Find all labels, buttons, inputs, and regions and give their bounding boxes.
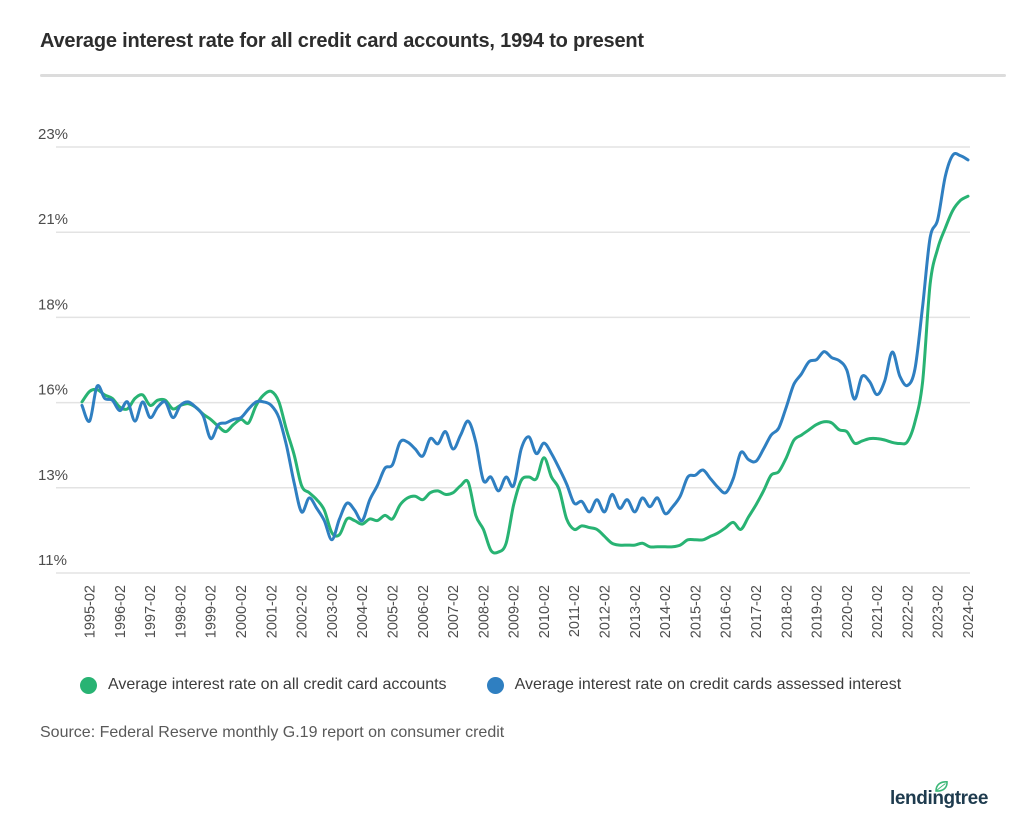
- x-axis-label: 2008-02: [476, 585, 492, 638]
- x-axis-label: 2000-02: [234, 585, 250, 638]
- leaf-icon: [935, 780, 948, 792]
- y-axis-label: 16%: [38, 382, 68, 399]
- x-axis-label: 2002-02: [295, 585, 311, 638]
- x-axis-label: 2022-02: [900, 585, 916, 638]
- series-line-all-accounts: [80, 194, 970, 555]
- x-axis-label: 2014-02: [658, 585, 674, 638]
- x-axis-label: 2009-02: [507, 585, 523, 638]
- page-title: Average interest rate for all credit car…: [40, 30, 644, 52]
- legend-item-all-accounts: Average interest rate on all credit card…: [80, 676, 447, 694]
- x-axis-label: 2023-02: [931, 585, 947, 638]
- x-axis-label: 2006-02: [416, 585, 432, 638]
- y-axis-label: 13%: [38, 467, 68, 484]
- x-axis-label: 2005-02: [385, 585, 401, 638]
- legend-label-assessed-interest: Average interest rate on credit cards as…: [514, 676, 902, 693]
- x-axis-label: 2012-02: [598, 585, 614, 638]
- x-axis-label: 2003-02: [325, 585, 341, 638]
- x-axis-label: 2018-02: [779, 585, 795, 638]
- y-axis-label: 18%: [38, 296, 68, 313]
- lendingtree-logo: lendingtree: [889, 780, 988, 810]
- x-axis-label: 2011-02: [567, 585, 583, 637]
- source-text: Source: Federal Reserve monthly G.19 rep…: [40, 724, 505, 741]
- x-axis-label: 2021-02: [870, 585, 886, 638]
- x-axis-label: 2019-02: [810, 585, 826, 638]
- title-divider: [40, 74, 1006, 77]
- legend-label-all-accounts: Average interest rate on all credit card…: [108, 676, 447, 693]
- y-axis-label: 21%: [38, 211, 68, 228]
- legend-item-assessed-interest: Average interest rate on credit cards as…: [486, 676, 902, 694]
- x-axis-label: 2001-02: [264, 585, 280, 638]
- x-axis-label: 2020-02: [840, 585, 856, 638]
- x-axis-label: 2024-02: [961, 585, 977, 638]
- x-axis-label: 1997-02: [143, 585, 159, 638]
- series-line-assessed-interest: [80, 152, 970, 542]
- x-axis-label: 2010-02: [537, 585, 553, 638]
- y-axis-label: 23%: [38, 126, 68, 143]
- x-axis-label: 2004-02: [355, 585, 371, 638]
- y-axis-label: 11%: [38, 552, 67, 569]
- x-axis-label: 2015-02: [688, 585, 704, 638]
- legend-dot-green-icon: [80, 676, 97, 694]
- legend-dot-blue-icon: [486, 676, 504, 694]
- lendingtree-logo-text: lendingtree: [889, 788, 988, 809]
- x-axis-label: 2013-02: [628, 585, 644, 638]
- x-axis-label: 2017-02: [749, 585, 765, 638]
- chart-legend: Average interest rate on all credit card…: [80, 676, 980, 694]
- x-axis-label: 2016-02: [719, 585, 735, 638]
- x-axis-label: 1996-02: [113, 585, 129, 638]
- x-axis-label: 1998-02: [173, 585, 189, 638]
- x-axis-label: 1995-02: [83, 585, 99, 638]
- x-axis-label: 1999-02: [204, 585, 220, 638]
- x-axis-label: 2007-02: [446, 585, 462, 638]
